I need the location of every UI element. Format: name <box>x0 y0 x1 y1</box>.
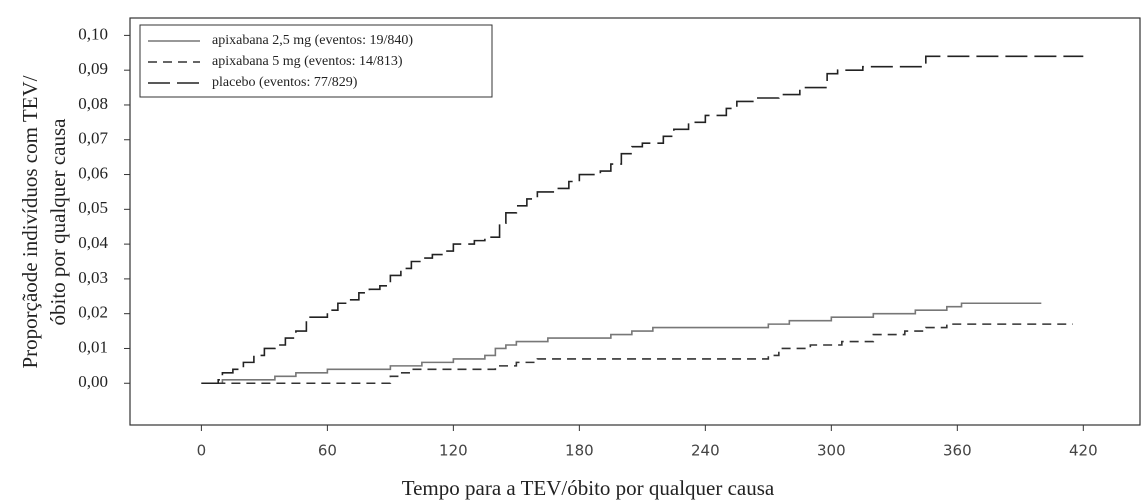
plot-frame <box>129 17 1141 426</box>
legend-box <box>139 24 493 98</box>
x-tick-label: 300 <box>817 442 846 460</box>
legend-label: apixabana 5 mg (eventos: 14/813) <box>212 54 403 69</box>
y-tick-label: 0,05 <box>78 198 108 217</box>
y-tick-label: 0,10 <box>78 24 108 43</box>
x-tick-label: 360 <box>943 442 972 460</box>
x-tick-label: 420 <box>1069 442 1098 460</box>
y-tick-label: 0,01 <box>78 337 108 356</box>
y-tick-label: 0,09 <box>78 59 108 78</box>
y-axis-label: Proporçãode indivíduos com TEV/ <box>18 75 42 368</box>
x-tick-label: 60 <box>318 442 337 460</box>
legend-label: apixabana 2,5 mg (eventos: 19/840) <box>212 33 413 48</box>
y-tick-label: 0,08 <box>78 94 108 113</box>
y-axis-label: óbito por qualquer causa <box>46 118 70 326</box>
x-tick-label: 180 <box>565 442 594 460</box>
series-line <box>201 55 1084 385</box>
y-tick-label: 0,00 <box>78 372 108 391</box>
series-line <box>201 302 1042 385</box>
x-axis-label: Tempo para a TEV/óbito por qualquer caus… <box>402 476 775 500</box>
legend-label: placebo (eventos: 77/829) <box>212 75 358 90</box>
y-tick-label: 0,07 <box>78 129 108 148</box>
y-tick-label: 0,03 <box>78 268 108 287</box>
y-tick-label: 0,06 <box>78 163 108 182</box>
x-tick-label: 0 <box>197 442 207 460</box>
y-tick-label: 0,02 <box>78 303 108 322</box>
x-tick-label: 240 <box>691 442 720 460</box>
series-line <box>201 323 1073 385</box>
x-tick-label: 120 <box>439 442 468 460</box>
y-tick-label: 0,04 <box>78 233 108 252</box>
